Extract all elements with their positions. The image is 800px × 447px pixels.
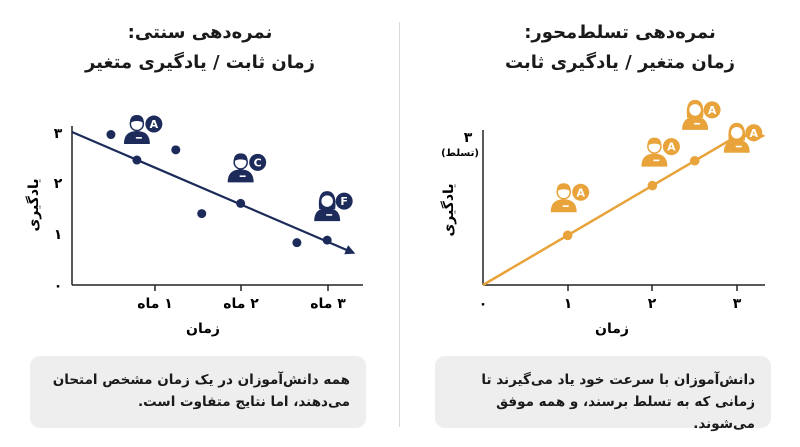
svg-text:A: A	[150, 118, 159, 131]
left-caption: همه دانش‌آموزان در یک زمان مشخص امتحان م…	[30, 356, 366, 428]
left-y-tick-0: ۰	[54, 278, 63, 294]
grade-badge-a: A	[572, 183, 590, 201]
right-mastery-line	[482, 134, 738, 287]
student-male-icon	[227, 153, 254, 183]
right-data-point	[562, 230, 573, 241]
left-data-point	[106, 130, 116, 140]
left-title-line2: زمان ثابت / یادگیری متغیر	[84, 52, 316, 73]
left-x-axis-label: زمان	[186, 321, 220, 337]
svg-text:A: A	[576, 186, 585, 199]
right-x-tick-2: ۲	[648, 296, 657, 312]
right-x-tick-1: ۱	[564, 296, 573, 312]
left-data-point	[171, 145, 181, 155]
student-female-icon	[723, 122, 750, 153]
right-data-point	[647, 180, 658, 191]
student-female-icon	[682, 99, 709, 130]
left-y-tick-2: ۲	[54, 176, 63, 192]
grade-badge-a: A	[745, 124, 763, 142]
right-panel-title: نمره‌دهی تسلط‌محور: زمان متغیر / یادگیری…	[460, 18, 780, 78]
right-x-tick-3: ۳	[733, 296, 742, 312]
right-y-axis-label: یادگیری	[440, 183, 457, 236]
left-panel-title: نمره‌دهی سنتی: زمان ثابت / یادگیری متغیر	[40, 18, 360, 78]
left-data-point	[197, 209, 207, 219]
student-male-icon	[550, 183, 577, 213]
left-x-tick-1: ۱ ماه	[137, 296, 173, 312]
left-trend-line	[71, 130, 356, 255]
left-x-tick-3: ۳ ماه	[310, 296, 346, 312]
left-data-point	[132, 155, 142, 165]
svg-text:F: F	[340, 195, 348, 208]
left-chart-marks: A C F	[71, 115, 356, 255]
left-data-point	[236, 198, 246, 208]
svg-text:A: A	[667, 141, 676, 154]
svg-text:A: A	[749, 127, 758, 140]
grade-badge-c: C	[249, 153, 267, 171]
svg-text:C: C	[254, 156, 262, 169]
left-data-point	[322, 235, 332, 245]
left-y-tick-3: ۳	[54, 126, 63, 142]
right-x-tick-0: ۰	[479, 296, 488, 312]
grade-badge-f: F	[335, 192, 353, 210]
student-male-icon	[641, 137, 668, 167]
right-caption: دانش‌آموزان با سرعت خود یاد می‌گیرند تا …	[435, 356, 771, 432]
student-male-icon	[123, 115, 150, 145]
grade-badge-a: A	[145, 115, 163, 133]
panel-divider	[399, 22, 400, 427]
left-y-axis-label: یادگیری	[25, 178, 42, 231]
student-female-icon	[314, 191, 341, 222]
left-data-point	[292, 238, 302, 248]
right-y-tick-3: ۳	[464, 130, 473, 146]
right-y-top-note: (تسلط)	[441, 148, 479, 159]
grade-badge-a: A	[703, 101, 721, 119]
left-y-tick-1: ۱	[54, 227, 63, 243]
right-title-line1: نمره‌دهی تسلط‌محور:	[524, 22, 716, 43]
left-x-tick-2: ۲ ماه	[223, 296, 259, 312]
left-title-line1: نمره‌دهی سنتی:	[127, 22, 273, 43]
grade-badge-a: A	[662, 138, 680, 156]
right-title-line2: زمان متغیر / یادگیری ثابت	[504, 52, 736, 73]
svg-text:A: A	[708, 104, 717, 117]
right-chart-marks: A A A A	[482, 99, 766, 287]
right-data-point	[689, 155, 700, 166]
right-x-axis-label: زمان	[595, 321, 629, 337]
